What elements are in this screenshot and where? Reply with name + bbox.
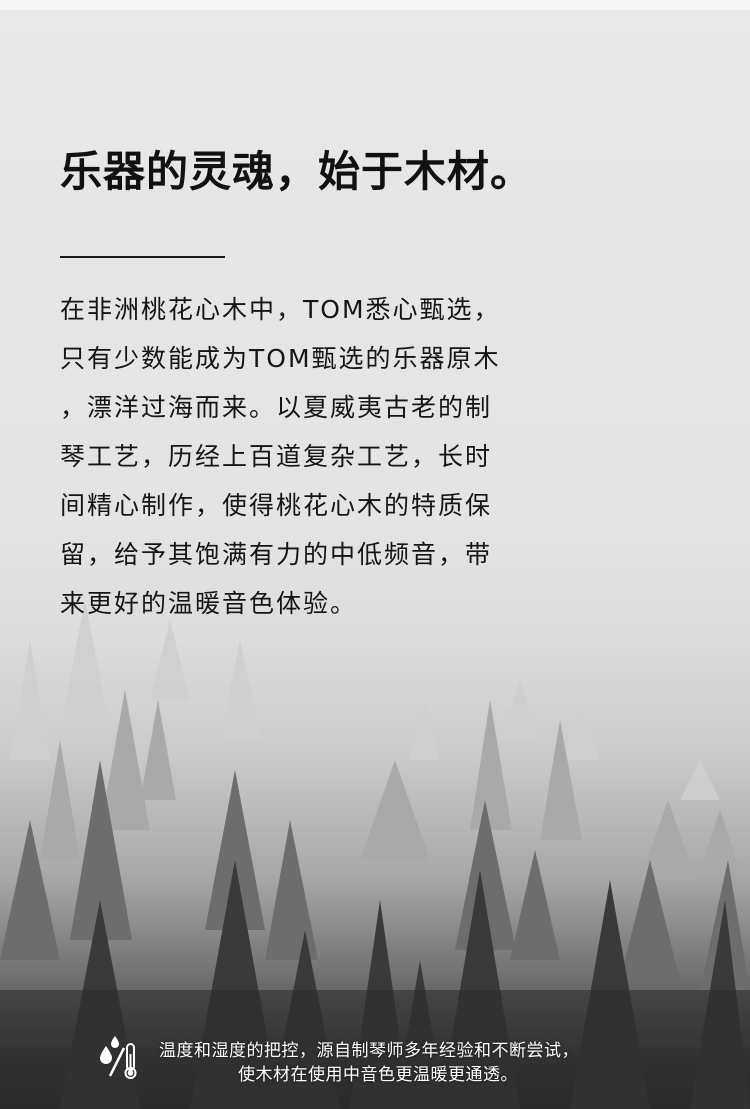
description-line: 琴工艺，历经上百道复杂工艺，长时	[60, 442, 493, 471]
description-line: 间精心制作，使得桃花心木的特质保	[60, 491, 493, 520]
description-line: 留，给予其饱满有力的中低频音，带	[60, 540, 493, 569]
description-line: 只有少数能成为TOM甄选的乐器原木	[60, 344, 501, 373]
headline-divider	[60, 256, 225, 258]
top-strip	[0, 0, 750, 10]
description-line: 在非洲桃花心木中，TOM悉心甄选，	[60, 295, 501, 324]
climate-note: 温度和湿度的把控，源自制琴师多年经验和不断尝试， 使木材在使用中音色更温暖更通透…	[97, 1030, 657, 1086]
headline: 乐器的灵魂，始于木材。	[60, 147, 534, 196]
climate-note-line: 温度和湿度的把控，源自制琴师多年经验和不断尝试，	[159, 1041, 579, 1061]
description-paragraph: 在非洲桃花心木中，TOM悉心甄选， 只有少数能成为TOM甄选的乐器原木 ，漂洋过…	[60, 285, 580, 628]
description-line: 来更好的温暖音色体验。	[60, 589, 358, 618]
humidity-thermometer-icon	[100, 1036, 137, 1079]
description-line: ，漂洋过海而来。以夏威夷古老的制	[60, 393, 493, 422]
climate-note-line: 使木材在使用中音色更温暖更通透。	[238, 1065, 518, 1085]
